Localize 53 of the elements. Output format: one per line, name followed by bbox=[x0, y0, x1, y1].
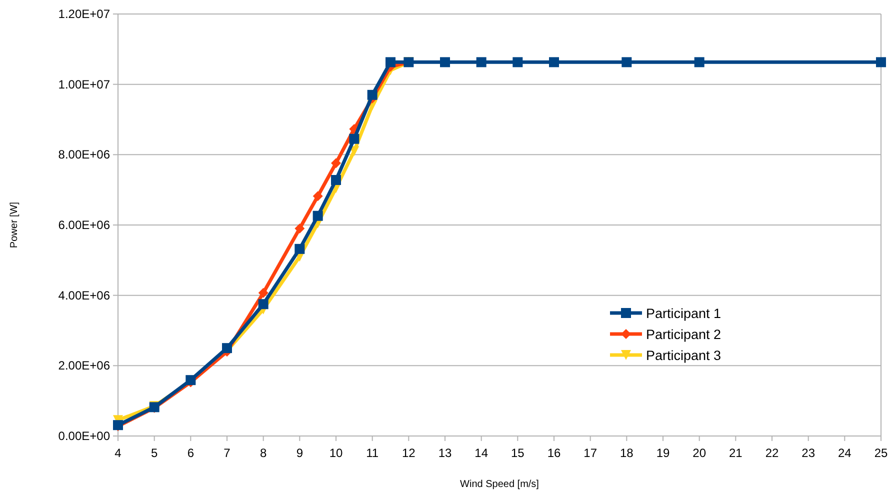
x-tick-label: 14 bbox=[474, 446, 488, 460]
point bbox=[622, 57, 632, 68]
x-tick-label: 13 bbox=[438, 446, 452, 460]
point bbox=[549, 57, 559, 68]
y-tick-label: 6.00E+06 bbox=[58, 218, 110, 232]
x-tick-label: 21 bbox=[728, 446, 743, 460]
y-tick-label: 1.00E+07 bbox=[58, 77, 110, 92]
point bbox=[222, 343, 232, 354]
x-tick-label: 16 bbox=[547, 446, 561, 460]
point bbox=[258, 288, 268, 298]
y-axis-title: Power [W] bbox=[9, 202, 20, 248]
y-tick-label: 1.20E+07 bbox=[58, 7, 110, 21]
point bbox=[331, 158, 341, 168]
x-tick-label: 22 bbox=[765, 446, 779, 460]
x-tick-label: 25 bbox=[874, 446, 888, 460]
x-tick-label: 12 bbox=[402, 446, 416, 460]
x-tick-label: 10 bbox=[329, 446, 343, 460]
x-tick-label: 11 bbox=[366, 446, 379, 460]
x-tick-label: 15 bbox=[510, 446, 525, 460]
x-tick-label: 8 bbox=[260, 446, 267, 460]
point bbox=[312, 191, 323, 202]
point bbox=[512, 57, 523, 68]
point bbox=[258, 299, 268, 310]
x-tick-label: 5 bbox=[150, 446, 158, 460]
x-tick-label: 6 bbox=[187, 446, 194, 460]
point bbox=[294, 244, 305, 254]
y-tick-label: 4.00E+06 bbox=[58, 288, 110, 302]
x-tick-label: 17 bbox=[584, 446, 598, 460]
legend-label: Participant 1 bbox=[646, 306, 722, 321]
point bbox=[294, 224, 305, 234]
y-tick-label: 2.00E+06 bbox=[58, 358, 110, 373]
x-tick-label: 9 bbox=[296, 446, 304, 460]
x-tick-label: 4 bbox=[114, 446, 122, 460]
legend-label: Participant 2 bbox=[646, 327, 722, 342]
legend-label: Participant 3 bbox=[646, 348, 722, 363]
point bbox=[331, 174, 341, 185]
x-tick-label: 23 bbox=[802, 446, 816, 460]
point bbox=[386, 57, 396, 68]
x-tick-label: 20 bbox=[692, 446, 706, 460]
point bbox=[876, 57, 886, 68]
point bbox=[367, 90, 378, 100]
x-tick-label: 18 bbox=[620, 446, 634, 460]
x-tick-label: 24 bbox=[838, 446, 852, 460]
x-tick-label: 7 bbox=[224, 446, 231, 460]
y-tick-label: 0.00E+00 bbox=[58, 429, 110, 443]
x-tick-label: 19 bbox=[656, 446, 670, 460]
point bbox=[694, 57, 704, 68]
point bbox=[312, 210, 323, 221]
x-axis-title: Wind Speed [m/s] bbox=[460, 479, 540, 490]
point bbox=[349, 134, 360, 144]
point bbox=[440, 57, 450, 68]
point bbox=[476, 57, 486, 68]
y-tick-label: 8.00E+06 bbox=[58, 148, 110, 162]
